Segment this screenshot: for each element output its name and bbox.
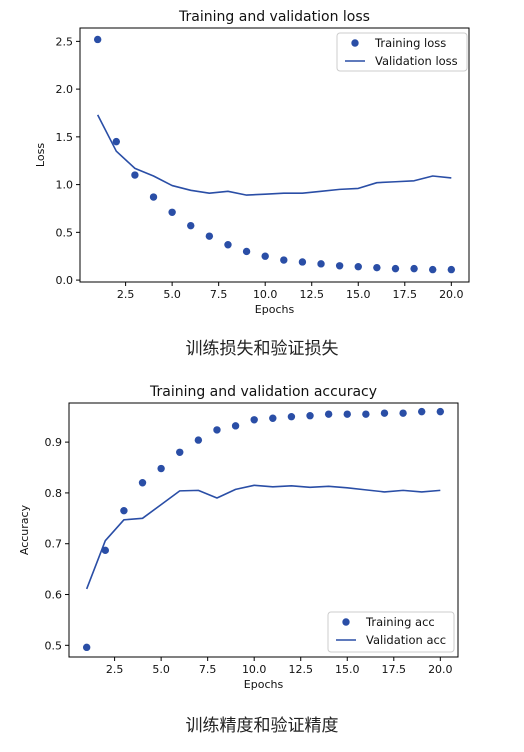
accuracy-training-point <box>287 413 296 421</box>
loss-y-tick-label: 2.5 <box>56 35 74 48</box>
loss-y-tick-label: 0.5 <box>56 226 74 239</box>
accuracy-x-tick-label: 17.5 <box>382 663 407 676</box>
accuracy-training-point <box>213 426 221 434</box>
loss-training-point <box>373 263 381 272</box>
loss-x-tick-label: 17.5 <box>393 288 418 301</box>
accuracy-training-point <box>269 414 277 422</box>
loss-y-axis-label: Loss <box>34 143 47 167</box>
accuracy-y-tick-label: 0.5 <box>45 639 63 652</box>
accuracy-training-point <box>436 407 445 416</box>
loss-training-point <box>131 171 139 179</box>
accuracy-validation-line <box>85 484 441 590</box>
accuracy-y-tick-label: 0.7 <box>45 538 63 551</box>
loss-y-tick-label: 1.0 <box>56 179 74 192</box>
loss-training-point <box>391 264 400 273</box>
loss-y-tick-label: 1.5 <box>56 131 74 144</box>
accuracy-training-point <box>306 412 314 420</box>
loss-training-point <box>149 193 158 201</box>
accuracy-training-point <box>324 410 333 418</box>
loss-training-point <box>205 232 214 240</box>
accuracy-y-tick-label: 0.8 <box>45 487 63 500</box>
loss-x-tick-label: 5.0 <box>163 288 181 301</box>
accuracy-training-point <box>120 506 128 515</box>
accuracy-legend-point-swatch <box>342 618 350 626</box>
loss-training-point <box>187 221 195 230</box>
loss-legend-label: Validation loss <box>375 54 458 68</box>
loss-y-tick-label: 0.0 <box>56 274 74 287</box>
accuracy-training-point <box>194 436 203 444</box>
loss-training-point <box>335 262 344 270</box>
accuracy-x-tick-label: 5.0 <box>152 663 170 676</box>
accuracy-chart-title: Training and validation accuracy <box>149 384 377 400</box>
accuracy-chart-caption: 训练精度和验证精度 <box>185 716 339 736</box>
loss-training-point <box>224 241 232 249</box>
accuracy-x-tick-label: 7.5 <box>199 663 217 676</box>
loss-x-tick-label: 20.0 <box>439 288 464 301</box>
accuracy-training-point <box>380 409 389 417</box>
loss-plot-frame <box>79 27 470 283</box>
loss-training-point <box>112 137 120 146</box>
accuracy-x-tick-label: 2.5 <box>106 663 124 676</box>
accuracy-y-tick-label: 0.9 <box>45 436 63 449</box>
loss-validation-line <box>96 114 452 196</box>
accuracy-training-point <box>250 416 258 424</box>
loss-x-tick-label: 15.0 <box>346 288 371 301</box>
loss-x-tick-label: 2.5 <box>117 288 135 301</box>
accuracy-x-tick-label: 15.0 <box>335 663 360 676</box>
loss-training-point <box>410 264 418 273</box>
loss-x-tick-label: 12.5 <box>299 288 324 301</box>
accuracy-x-tick-label: 12.5 <box>288 663 313 676</box>
accuracy-y-tick-label: 0.6 <box>45 589 63 602</box>
loss-training-point <box>93 35 102 44</box>
accuracy-training-point <box>138 479 147 487</box>
accuracy-x-tick-label: 20.0 <box>428 663 453 676</box>
accuracy-training-point <box>362 410 370 418</box>
loss-training-point <box>354 263 362 271</box>
accuracy-training-point <box>157 464 165 473</box>
loss-chart-title: Training and validation loss <box>178 9 370 25</box>
accuracy-training-point <box>176 448 184 456</box>
loss-legend-label: Training loss <box>374 36 446 50</box>
loss-x-axis-label: Epochs <box>255 303 295 316</box>
accuracy-training-point <box>343 410 351 418</box>
accuracy-training-point <box>399 409 407 417</box>
loss-training-point <box>447 265 456 274</box>
loss-training-point <box>429 265 437 274</box>
loss-chart-caption: 训练损失和验证损失 <box>185 339 339 359</box>
accuracy-legend-label: Training acc <box>365 615 435 629</box>
accuracy-x-tick-label: 10.0 <box>242 663 267 676</box>
accuracy-legend-box <box>327 611 455 653</box>
loss-x-tick-label: 7.5 <box>210 288 228 301</box>
loss-training-point <box>242 247 251 256</box>
loss-training-point <box>298 258 307 266</box>
accuracy-training-point <box>101 546 109 555</box>
accuracy-training-point <box>82 643 91 652</box>
loss-training-point <box>261 252 269 260</box>
loss-y-tick-label: 2.0 <box>56 83 74 96</box>
accuracy-training-point <box>418 407 426 416</box>
accuracy-y-axis-label: Accuracy <box>18 504 31 555</box>
accuracy-plot-frame <box>68 402 459 658</box>
loss-training-point <box>280 256 288 264</box>
accuracy-legend-label: Validation acc <box>366 633 446 647</box>
loss-legend-box <box>336 32 468 72</box>
loss-training-point <box>317 260 325 268</box>
accuracy-x-axis-label: Epochs <box>244 678 284 691</box>
loss-training-point <box>168 208 176 216</box>
loss-x-tick-label: 10.0 <box>253 288 278 301</box>
loss-legend-point-swatch <box>351 39 359 47</box>
accuracy-training-point <box>231 422 240 430</box>
